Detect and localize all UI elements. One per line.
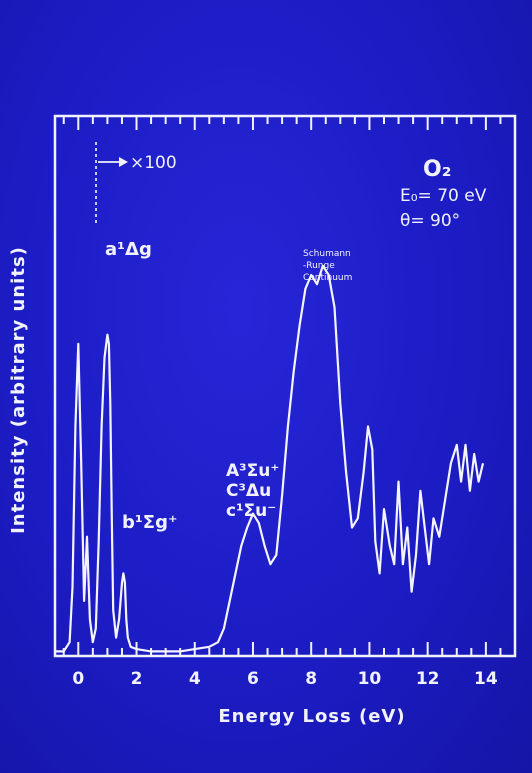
plot-frame [53,114,517,658]
spectrum-line [55,264,485,653]
energy-label: E₀= 70 eV [400,186,487,206]
a-state-label: a¹Δg [105,239,152,260]
x-tick-label: 2 [131,669,143,689]
gas-label: O₂ [423,157,451,182]
angle-label: θ= 90° [400,211,460,231]
x-tick-label: 14 [474,669,498,689]
x-tick-label: 6 [247,669,259,689]
x-tick-labels: 0 2 4 6 8 10 12 14 [72,669,498,689]
b-state-label: b¹Σg⁺ [122,512,177,533]
x-tick-label: 4 [189,669,201,689]
x-tick-label: 10 [358,669,382,689]
A-state-label: A³Σu⁺ [226,461,279,481]
x-tick-label: 0 [72,669,84,689]
x-tick-label: 8 [305,669,317,689]
C-state-label: C³Δu [226,481,271,501]
x-tick-label: 12 [416,669,440,689]
schumann-label-line3: Continuum [303,273,352,283]
scale-marker-arrowhead [119,157,128,167]
c-state-label: c¹Σu⁻ [226,501,276,521]
y-axis-title: Intensity (arbitrary units) [8,246,29,534]
top-tick-marks [62,116,502,130]
schumann-label-line1: Schumann [303,249,351,259]
scale-marker-label: ×100 [130,153,177,173]
x-axis-title: Energy Loss (eV) [218,706,405,727]
schumann-label-line2: -Runge [303,261,335,271]
